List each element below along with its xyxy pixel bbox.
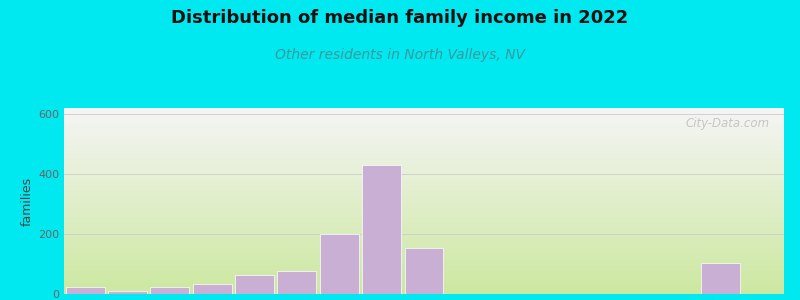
Bar: [66, 286, 105, 294]
Bar: [193, 284, 232, 294]
Bar: [362, 165, 401, 294]
Text: Other residents in North Valleys, NV: Other residents in North Valleys, NV: [275, 48, 525, 62]
Text: City-Data.com: City-Data.com: [686, 117, 770, 130]
Text: Distribution of median family income in 2022: Distribution of median family income in …: [171, 9, 629, 27]
Bar: [405, 248, 443, 294]
Bar: [108, 291, 147, 294]
Bar: [320, 234, 358, 294]
Bar: [701, 262, 740, 294]
Bar: [235, 275, 274, 294]
Bar: [150, 287, 190, 294]
Bar: [278, 271, 317, 294]
Y-axis label: families: families: [21, 176, 34, 226]
